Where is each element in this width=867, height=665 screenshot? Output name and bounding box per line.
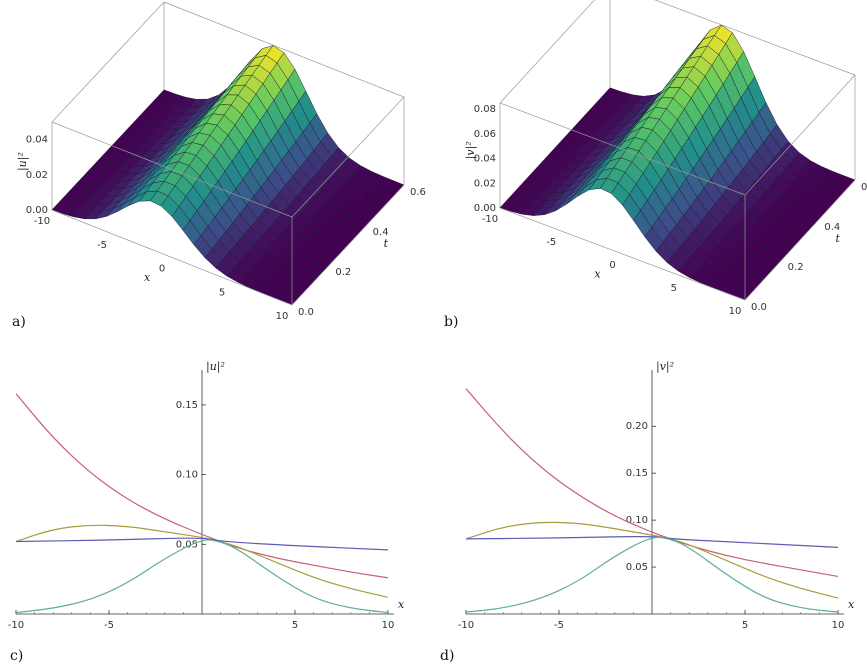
x-tick-label: -5 xyxy=(97,240,107,251)
x-tick-label: 0 xyxy=(159,264,165,275)
x-tick-label: -10 xyxy=(8,620,24,631)
x-tick-label: 5 xyxy=(671,283,677,294)
t-tick-label: 0.2 xyxy=(335,267,351,278)
x-tick-label: 5 xyxy=(292,620,298,631)
y-tick-label: 0.05 xyxy=(176,539,198,550)
x-tick-label: 5 xyxy=(742,620,748,631)
box-edge xyxy=(499,102,746,196)
x-tick-label: -10 xyxy=(458,620,474,631)
box-edge xyxy=(51,209,293,306)
z-tick-label: 0.02 xyxy=(26,170,48,181)
y-axis-label: |u|² xyxy=(206,360,225,374)
y-tick-label: 0.10 xyxy=(176,470,198,481)
panel-label: b) xyxy=(444,314,458,330)
x-axis-label: x xyxy=(398,598,405,611)
z-tick-label: 0.04 xyxy=(474,154,496,165)
series-line-red xyxy=(465,388,839,578)
panel-label: d) xyxy=(440,648,454,664)
panel-a-surface: -10 -5 0 5 10 x 0.0 0.2 0.4 0.6 t 0.00 0.02 0.04 |u|² a… xyxy=(12,1,426,330)
z-tick-label: 0.08 xyxy=(474,104,496,115)
panel-label: a) xyxy=(12,314,26,330)
x-tick-label: -5 xyxy=(546,237,556,248)
t-tick-label: 0.0 xyxy=(298,307,314,318)
box-edge xyxy=(291,96,405,218)
z-tick-label: 0.06 xyxy=(474,129,496,140)
z-tick-label: 0.04 xyxy=(26,135,48,146)
z-tick-label: 0.00 xyxy=(26,205,48,216)
y-tick-label: 0.05 xyxy=(626,562,648,573)
t-tick-label: 0.4 xyxy=(824,222,840,233)
box-edge xyxy=(744,179,856,301)
y-tick-label: 0.15 xyxy=(176,400,198,411)
x-tick-label: -5 xyxy=(104,620,114,631)
panel-d-lineplot: -10 -5 5 10x 0.05 0.10 0.15 0.20 |v|² d) xyxy=(440,360,855,664)
x-tick-label: 5 xyxy=(219,287,225,298)
x-tick-label: -10 xyxy=(34,216,50,227)
series-line-green xyxy=(465,536,839,613)
t-tick-label: 0.6 xyxy=(410,187,426,198)
box-edge xyxy=(654,0,856,76)
y-tick-label: 0.20 xyxy=(626,421,648,432)
x-axis-label: x xyxy=(848,598,855,611)
t-tick-label: 0.0 xyxy=(751,302,767,313)
series-line-red xyxy=(15,393,389,579)
box-edge xyxy=(163,1,405,98)
z-axis-label: |v|² xyxy=(464,141,478,159)
z-tick-label: 0.00 xyxy=(474,203,496,214)
t-tick-label: 0.2 xyxy=(788,262,804,273)
t-tick-label: 0.4 xyxy=(373,227,389,238)
box-edge xyxy=(744,74,856,196)
y-axis-label: |v|² xyxy=(656,360,674,374)
x-tick-label: 10 xyxy=(276,311,289,322)
z-axis-label: |u|² xyxy=(16,152,30,171)
panel-b-surface: -10 -5 0 5 10 x 0.0 0.2 0.4 0.6 t 0.00 0.02 0.04 0.06 0… xyxy=(444,0,867,330)
series-line-blue xyxy=(15,537,389,551)
t-tick-label: 0.6 xyxy=(861,182,867,193)
box-edge xyxy=(291,184,405,306)
box-edge xyxy=(51,121,293,218)
x-axis-label: x xyxy=(144,271,151,284)
x-tick-label: 0 xyxy=(609,260,615,271)
z-tick-label: 0.02 xyxy=(474,178,496,189)
y-tick-label: 0.15 xyxy=(626,468,648,479)
box-edge xyxy=(499,207,746,301)
box-edge xyxy=(499,0,595,104)
x-tick-label: 10 xyxy=(729,306,742,317)
panel-c-lineplot: -10 -5 5 10x 0.05 0.10 0.15 |u|² c) xyxy=(8,360,405,664)
y-tick-label: 0.10 xyxy=(626,515,648,526)
t-axis-label: t xyxy=(384,237,389,250)
x-tick-label: -5 xyxy=(554,620,564,631)
x-axis-label: x xyxy=(594,268,601,281)
box-edge xyxy=(51,1,165,123)
x-tick-label: -10 xyxy=(482,214,498,225)
x-tick-label: 10 xyxy=(832,620,845,631)
series-line-green xyxy=(15,539,389,614)
x-tick-label: 10 xyxy=(382,620,395,631)
t-axis-label: t xyxy=(836,232,841,245)
panel-label: c) xyxy=(10,648,23,664)
